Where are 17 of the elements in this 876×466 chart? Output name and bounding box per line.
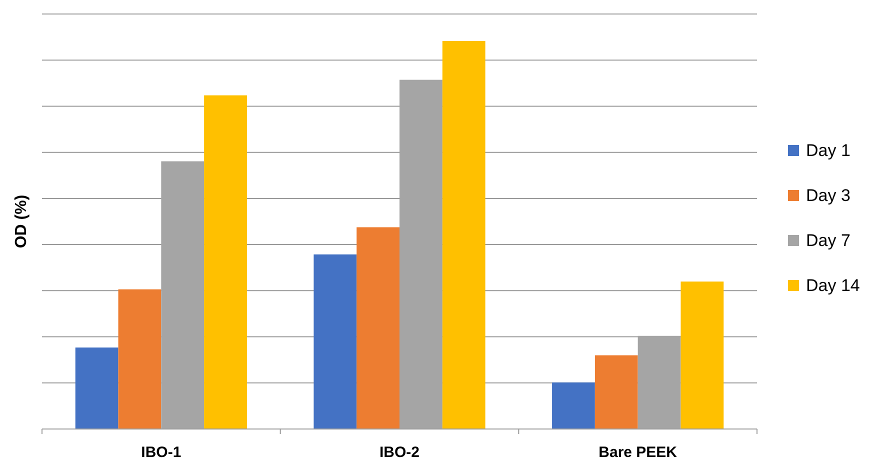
- bar: [204, 95, 247, 429]
- legend-label: Day 3: [806, 186, 850, 205]
- legend-label: Day 7: [806, 231, 850, 250]
- bar: [118, 289, 162, 429]
- bar: [680, 282, 724, 429]
- bar: [552, 382, 595, 429]
- bar: [356, 227, 400, 429]
- x-tick-label: IBO-2: [379, 444, 420, 461]
- legend-label: Day 14: [806, 276, 860, 295]
- bar: [442, 41, 486, 429]
- bar: [594, 355, 638, 429]
- y-axis-title: OD (%): [13, 194, 30, 248]
- legend-label: Day 1: [806, 141, 850, 160]
- x-tick-label: Bare PEEK: [598, 444, 678, 461]
- x-tick-label: IBO-1: [141, 444, 182, 461]
- bar: [75, 348, 118, 429]
- bar: [314, 254, 357, 429]
